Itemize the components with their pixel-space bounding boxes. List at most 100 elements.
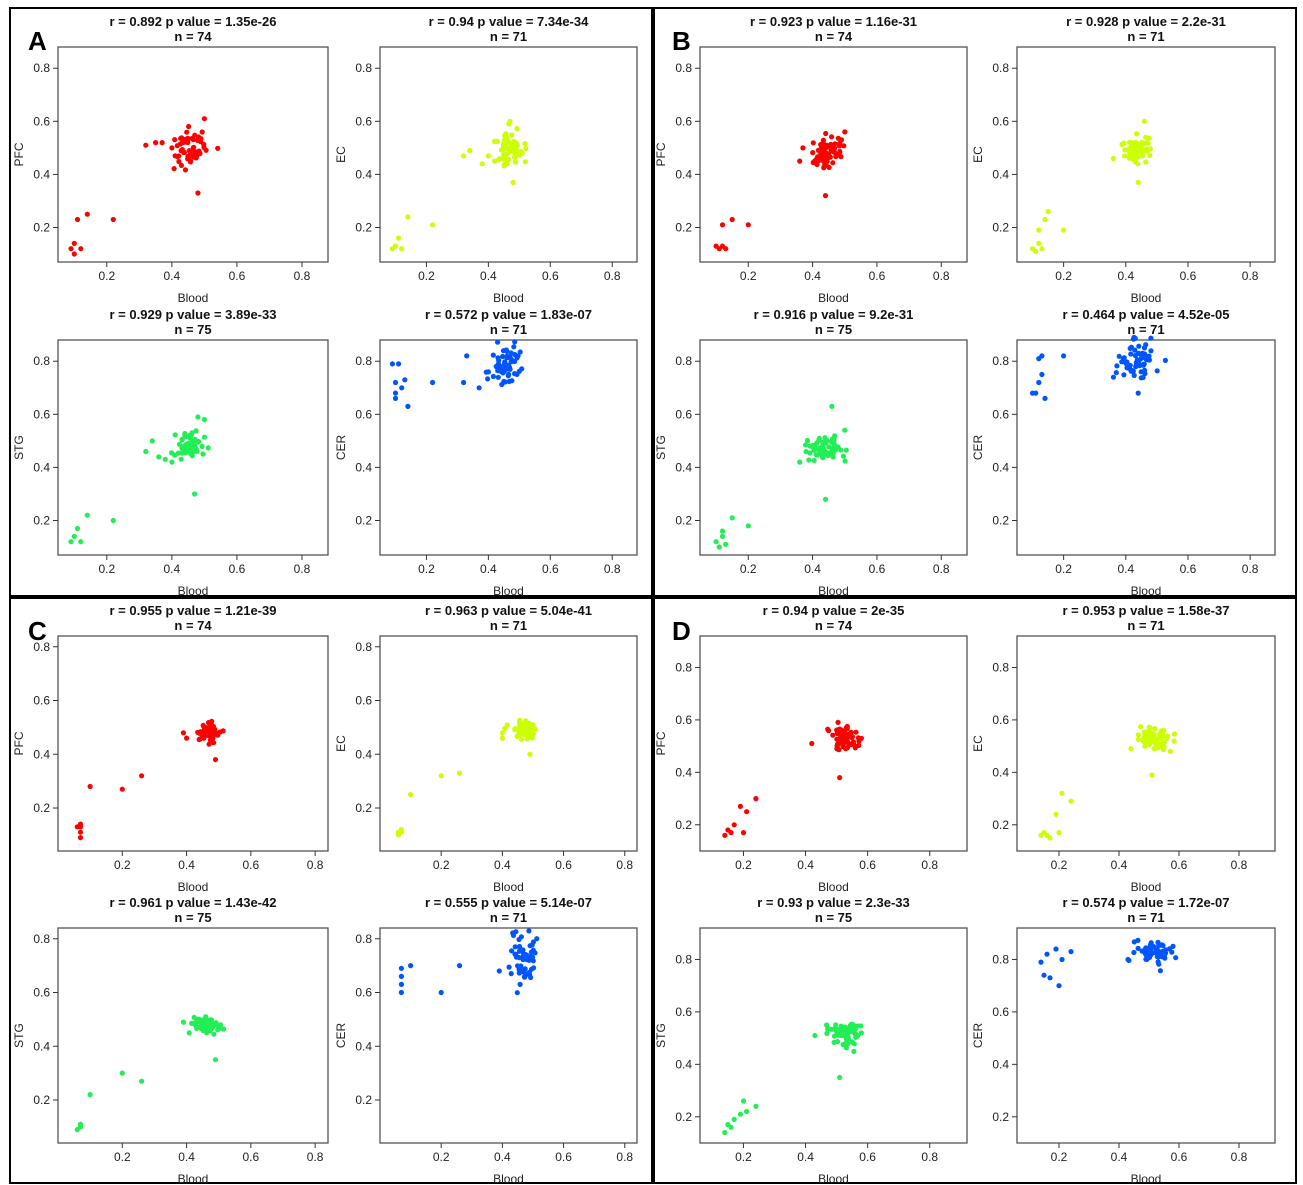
data-point [848, 729, 854, 735]
data-point [1135, 732, 1141, 738]
data-point [110, 216, 116, 223]
data-point [522, 159, 528, 165]
y-tick-label: 0.8 [675, 660, 692, 674]
y-tick-label: 0.4 [992, 765, 1009, 779]
y-tick-label: 0.8 [33, 640, 50, 654]
y-axis-label: CER [334, 435, 348, 461]
panel-letter: C [28, 616, 47, 646]
y-axis-label: CER [971, 435, 985, 461]
data-point [399, 246, 405, 252]
panel-b: B [653, 7, 1297, 597]
x-tick-label: 0.2 [735, 1150, 752, 1164]
y-tick-label: 0.8 [992, 660, 1009, 674]
data-point [837, 775, 843, 781]
y-tick-label: 0.6 [992, 713, 1009, 727]
data-point [516, 944, 523, 950]
data-point [844, 745, 851, 751]
data-point [740, 830, 747, 836]
data-point [195, 190, 201, 196]
data-point [1143, 342, 1149, 348]
data-point [196, 1024, 202, 1031]
data-point [1158, 728, 1165, 734]
x-tick-label: 0.8 [307, 1150, 324, 1164]
data-point [159, 140, 165, 146]
data-point [753, 796, 759, 802]
data-point [209, 1024, 216, 1031]
data-point [1133, 159, 1139, 165]
panel-a: A [9, 7, 653, 597]
data-point [190, 137, 196, 143]
y-tick-label: 0.6 [675, 407, 692, 421]
y-tick-label: 0.6 [33, 114, 50, 128]
plot-subtitle: n = 71 [490, 29, 527, 44]
data-point [819, 156, 825, 162]
plot-subtitle: n = 74 [815, 618, 853, 633]
data-point [841, 143, 847, 149]
data-point [191, 445, 197, 451]
data-point [518, 148, 524, 154]
y-axis-label: PFC [654, 731, 668, 755]
data-point [744, 809, 750, 815]
data-point [1167, 748, 1173, 755]
data-point [532, 726, 538, 732]
y-tick-label: 0.8 [675, 952, 692, 966]
data-point [396, 235, 402, 241]
data-point [1036, 227, 1042, 233]
data-point [220, 728, 226, 734]
data-point [753, 1103, 759, 1109]
data-point [491, 138, 498, 144]
data-point [438, 773, 444, 779]
x-tick-label: 0.4 [178, 1150, 195, 1164]
data-point [461, 153, 467, 159]
y-tick-label: 0.2 [675, 220, 692, 234]
data-point [534, 936, 540, 942]
data-point [503, 131, 509, 137]
data-point [810, 140, 816, 146]
x-tick-label: 0.8 [1242, 562, 1259, 576]
x-tick-label: 0.8 [1231, 1150, 1248, 1164]
y-tick-label: 0.6 [355, 407, 372, 421]
data-point [842, 427, 848, 433]
x-tick-label: 0.4 [797, 1150, 814, 1164]
data-point [408, 963, 414, 969]
data-point [1149, 772, 1155, 778]
data-point [201, 417, 207, 423]
data-point [514, 126, 520, 132]
data-point [716, 544, 722, 550]
data-point [518, 934, 525, 940]
data-point [728, 830, 734, 836]
x-tick-label: 0.6 [869, 562, 886, 576]
data-point [461, 379, 467, 386]
y-tick-label: 0.4 [992, 1057, 1009, 1071]
data-point [492, 158, 498, 164]
x-tick-label: 0.2 [98, 269, 115, 283]
plot-title: r = 0.929 p value = 3.89e-33 [110, 307, 277, 322]
data-point [192, 132, 198, 138]
data-point [832, 141, 838, 147]
panel-border [9, 7, 653, 597]
plot-c-stg: r = 0.961 p value = 1.43e-42n = 75 0.2 0.2… [12, 895, 329, 1185]
data-point [191, 144, 197, 150]
y-tick-label: 0.8 [675, 354, 692, 368]
x-tick-label: 0.2 [1055, 269, 1072, 283]
data-point [1147, 152, 1153, 158]
y-tick-label: 0.8 [992, 354, 1009, 368]
data-point [398, 829, 404, 835]
data-point [845, 739, 851, 745]
data-point [1056, 830, 1062, 836]
data-point [506, 146, 512, 152]
data-point [838, 1033, 845, 1039]
data-point [1036, 240, 1042, 246]
data-point [823, 130, 829, 137]
data-point [526, 723, 532, 730]
data-point [820, 137, 827, 143]
plot-subtitle: n = 71 [1127, 29, 1164, 44]
data-point [501, 152, 507, 158]
data-point [719, 222, 726, 228]
y-tick-label: 0.4 [355, 167, 372, 181]
data-point [514, 355, 520, 361]
data-point [830, 732, 836, 738]
data-point [186, 123, 192, 130]
x-axis-label: Blood [178, 1172, 209, 1185]
